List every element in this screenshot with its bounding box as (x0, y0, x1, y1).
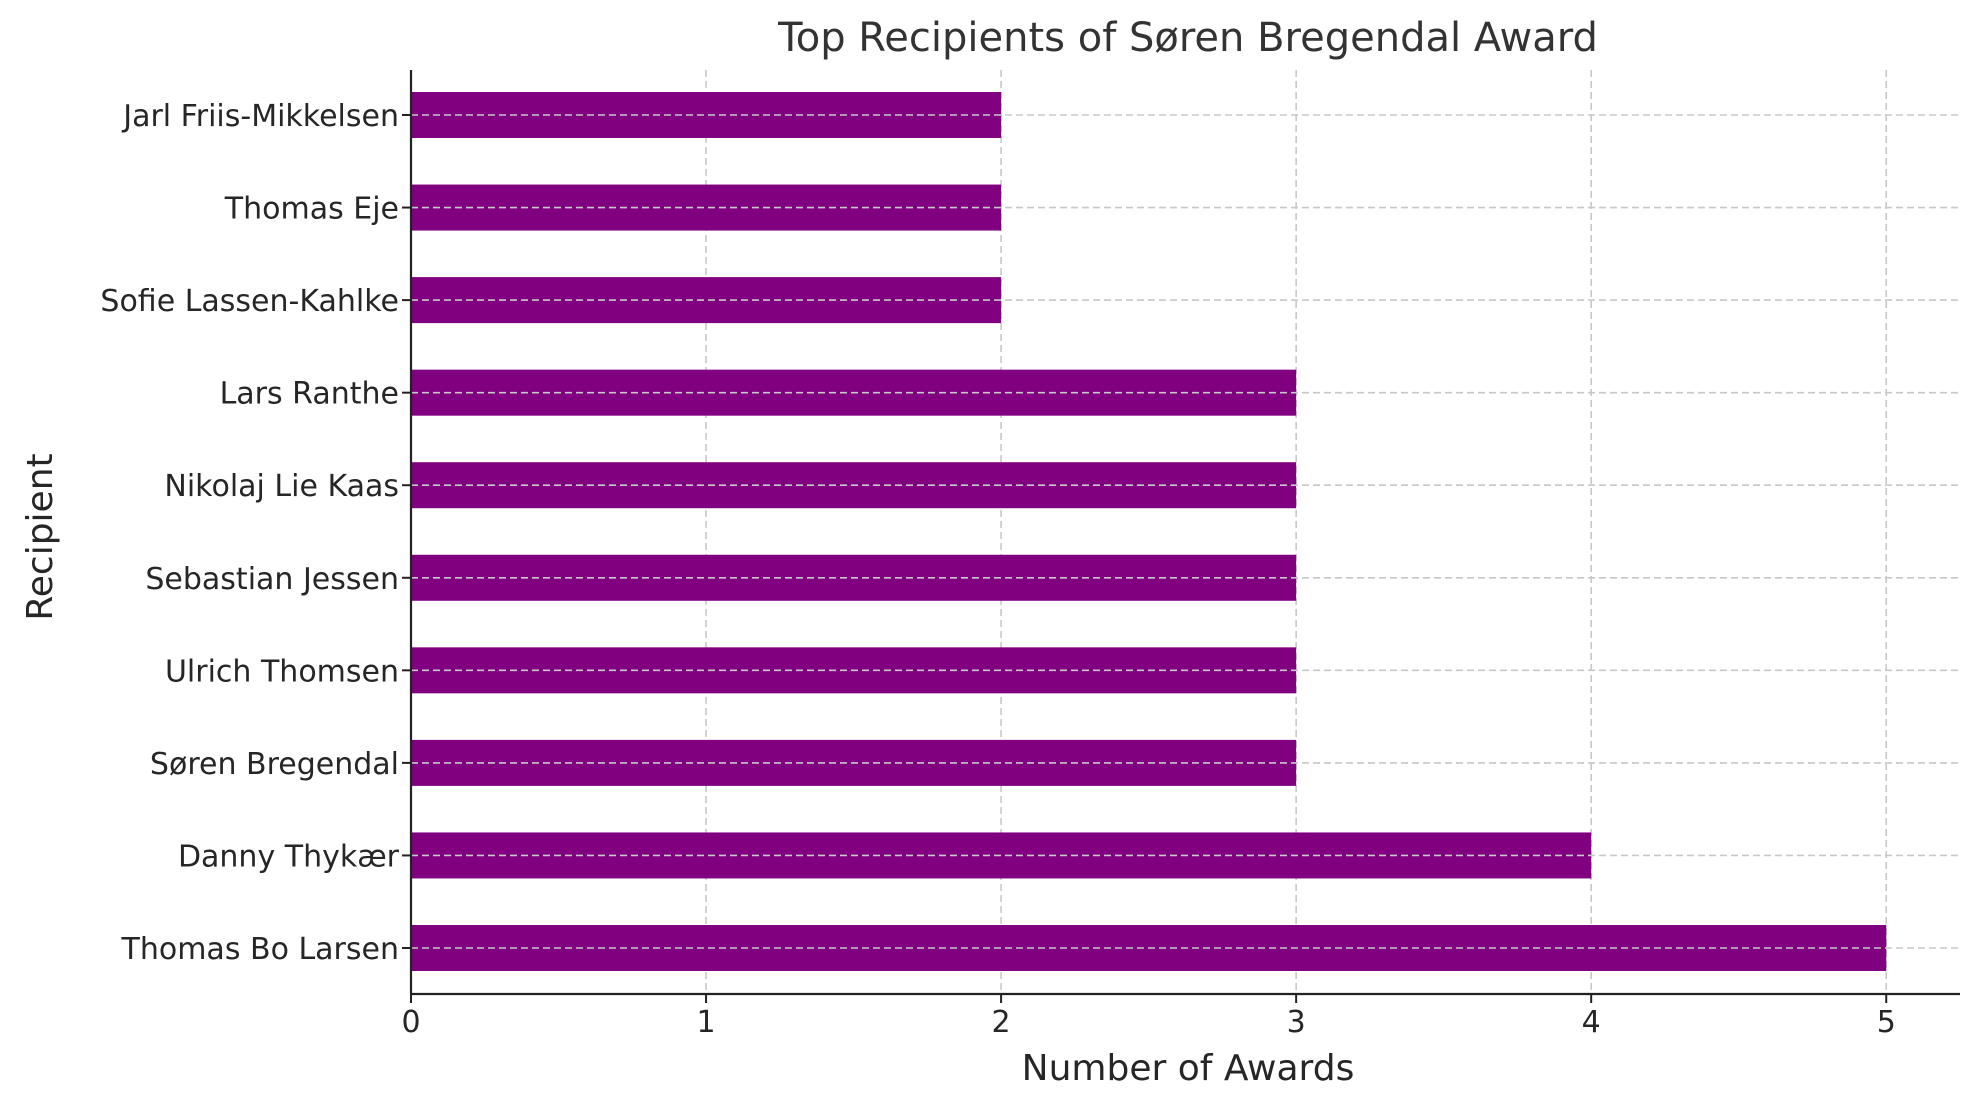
bar (411, 277, 1002, 324)
x-tick-label: 3 (1287, 1005, 1306, 1040)
y-axis-label: Recipient (20, 453, 61, 620)
x-tick-label: 1 (697, 1005, 716, 1040)
x-tick-label: 5 (1877, 1005, 1896, 1040)
y-tick-label: Danny Thykær (178, 839, 400, 874)
y-tick-label: Nikolaj Lie Kaas (164, 469, 399, 504)
y-tick-label: Lars Ranthe (220, 377, 399, 412)
y-tick-label: Thomas Bo Larsen (121, 932, 399, 967)
y-tick-label: Sofie Lassen-Kahlke (100, 284, 399, 319)
axes-layer (409, 70, 1960, 996)
bars-layer (411, 92, 1887, 971)
y-tick-label: Sebastian Jessen (145, 562, 399, 597)
chart-title: Top Recipients of Søren Bregendal Award (777, 15, 1598, 61)
x-tick-label: 0 (401, 1005, 420, 1040)
y-tick-label: Søren Bregendal (150, 747, 399, 782)
bar (411, 92, 1002, 138)
y-tick-label: Thomas Eje (224, 192, 399, 227)
x-tick-label: 4 (1582, 1005, 1601, 1040)
ticks-layer: 0 1 2 3 4 5 Thomas Bo Larsen Danny Thykær Søren … (100, 99, 1895, 1040)
x-tick-label: 2 (992, 1005, 1011, 1040)
y-tick-label: Ulrich Thomsen (165, 654, 399, 689)
y-tick-label: Jarl Friis-Mikkelsen (121, 99, 399, 134)
x-axis-label: Number of Awards (1022, 1048, 1355, 1089)
bar (411, 184, 1002, 231)
